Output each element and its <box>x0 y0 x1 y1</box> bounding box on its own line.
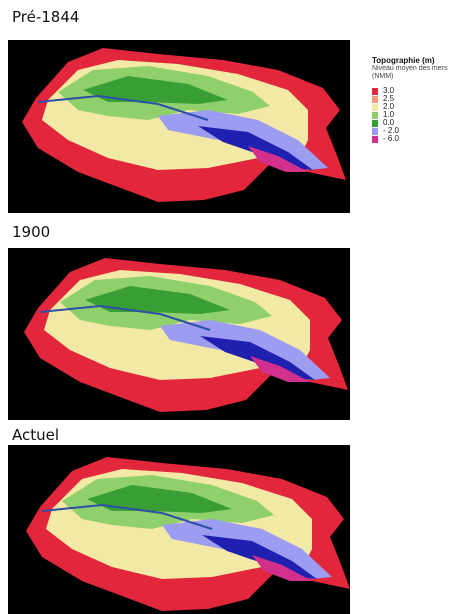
legend-swatch <box>372 112 378 119</box>
legend-swatch <box>372 96 378 103</box>
panel-title: 1900 <box>12 223 50 241</box>
legend-swatch <box>372 136 378 143</box>
legend-swatch <box>372 128 378 135</box>
panel-title: Actuel <box>12 426 59 444</box>
legend-swatch <box>372 104 378 111</box>
map <box>8 248 350 420</box>
legend: Topographie (m) Niveau moyen des mers (N… <box>372 56 457 143</box>
panel-title: Pré-1844 <box>12 8 79 26</box>
legend-swatch <box>372 88 378 95</box>
legend-title: Topographie (m) <box>372 56 457 65</box>
map <box>8 40 350 213</box>
legend-swatch <box>372 120 378 127</box>
page: Pré-1844 1900 Actuel Topographie (m) Niv… <box>0 0 457 614</box>
legend-subtitle: Niveau moyen des mers (NMM) <box>372 65 457 81</box>
legend-label: - 6.0 <box>383 135 399 143</box>
legend-item: - 6.0 <box>372 135 457 143</box>
map <box>8 445 350 614</box>
